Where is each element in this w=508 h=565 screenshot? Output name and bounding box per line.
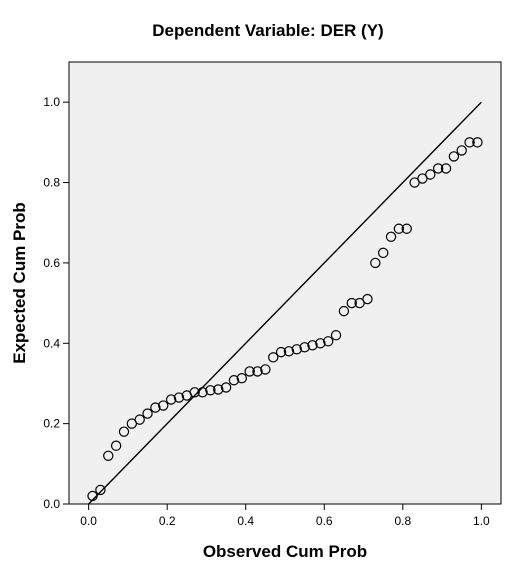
y-tick-label: 0.2 [43,417,60,431]
x-tick-label: 0.4 [237,514,254,528]
data-point [173,392,185,403]
y-tick-label: 0.0 [43,497,60,511]
reference-line-layer [88,101,482,505]
data-point [197,387,208,398]
y-tick-label: 0.4 [43,336,60,350]
data-point [448,151,460,162]
data-point [464,137,475,148]
data-point [244,366,255,377]
data-point [393,223,405,234]
x-tick-label: 0.2 [159,514,176,528]
data-point [268,352,279,363]
data-point [472,137,483,148]
data-point [87,490,98,502]
data-point [330,330,342,341]
y-axis: 0.0 0.2 0.4 0.6 0.8 1.0 [43,95,69,511]
chart-title: Dependent Variable: DER (Y) [152,21,383,40]
data-point [432,163,444,174]
data-point [283,346,295,357]
data-point [370,257,381,269]
x-tick-label: 1.0 [473,514,490,528]
data-point [425,169,436,180]
data-point [440,163,452,174]
data-point [103,450,114,461]
data-point [275,346,287,358]
x-tick-label: 0.8 [394,514,411,528]
points-layer [87,137,483,502]
data-point [307,340,318,351]
plot-area [68,61,502,505]
data-point [205,385,216,396]
y-tick-label: 0.8 [43,176,60,190]
data-point [260,364,271,375]
data-point [142,408,153,419]
y-axis-label: Expected Cum Prob [10,202,29,364]
data-point [385,231,397,242]
data-point [110,440,122,451]
data-point [150,402,161,413]
y-tick-label: 0.6 [43,256,60,270]
data-point [220,382,232,393]
data-point [213,384,224,395]
x-tick-label: 0.6 [316,514,333,528]
data-point [377,247,389,259]
data-point [236,373,247,384]
x-axis: 0.0 0.2 0.4 0.6 0.8 1.0 [80,504,490,528]
data-point [315,338,326,349]
data-point [134,414,145,425]
data-point [401,223,412,234]
data-point [252,366,263,377]
data-point [95,484,106,496]
x-axis-label: Observed Cum Prob [203,542,367,561]
reference-line [88,101,482,505]
data-point [165,394,177,405]
data-point [291,344,302,355]
data-point [228,375,240,386]
y-tick-label: 1.0 [43,95,60,109]
data-point [323,336,334,347]
data-point [299,342,310,353]
data-point [158,400,169,411]
data-point [456,145,467,156]
data-point [118,426,130,437]
data-point [346,297,357,309]
data-point [338,305,350,317]
x-tick-label: 0.0 [80,514,97,528]
data-point [189,387,200,398]
data-point [362,293,373,305]
